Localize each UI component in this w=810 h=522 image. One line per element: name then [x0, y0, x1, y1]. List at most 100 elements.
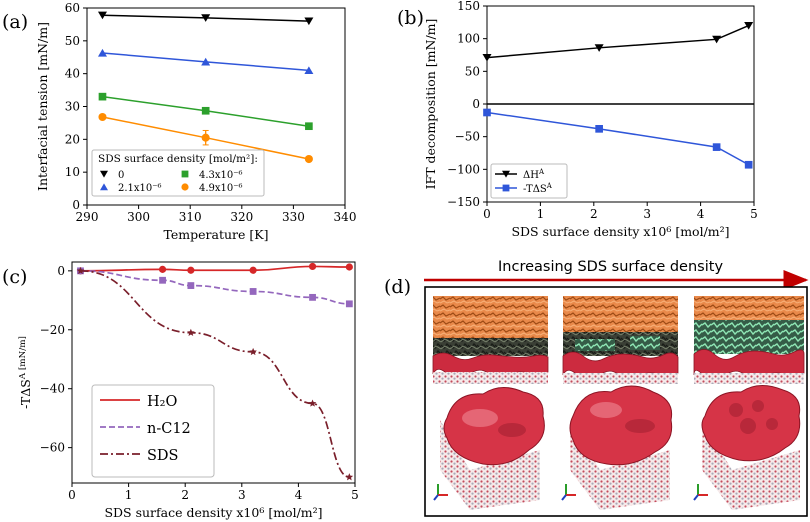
legend-marker-2 — [181, 170, 189, 178]
x-tick-label: 310 — [179, 210, 202, 224]
y-tick-label: 50 — [65, 34, 80, 48]
x-tick-label: 3 — [238, 488, 246, 502]
density-arrow-label: Increasing SDS surface density — [498, 259, 723, 275]
data-point-0 — [712, 35, 722, 44]
legend-label-1: -TΔSA — [523, 182, 553, 195]
legend-label-1: 2.1x10⁻⁶ — [118, 183, 162, 194]
data-point-0 — [304, 17, 314, 26]
y-tick-label: 100 — [457, 32, 480, 46]
data-point-1 — [159, 276, 166, 284]
legend-label-2: 4.3x10⁻⁶ — [199, 170, 243, 181]
data-point-1 — [309, 293, 316, 301]
data-point-2 — [249, 347, 257, 356]
data-point-1 — [744, 160, 753, 169]
data-point-3 — [98, 112, 107, 122]
data-point-1 — [187, 282, 195, 289]
legend-title: SDS surface density [mol/m²]: — [98, 153, 258, 165]
legend-box — [91, 149, 265, 197]
y-tick-label: 40 — [65, 67, 80, 81]
data-point-2 — [76, 266, 85, 275]
legend-marker-0 — [100, 170, 108, 178]
x-tick-label: 290 — [76, 210, 99, 224]
panel-label-d: (d) — [384, 276, 411, 298]
snapshot-top-2 — [562, 296, 679, 384]
x-axis-label: SDS surface density x10⁶ [mol/m²] — [104, 505, 322, 520]
axes-icon — [561, 484, 576, 501]
x-axis-label: SDS surface density x10⁶ [mol/m²] — [511, 224, 729, 239]
data-point-0 — [187, 266, 195, 274]
data-point-1 — [595, 125, 603, 133]
snapshot-bottom-1 — [433, 387, 545, 510]
snapshot-bottom-2 — [561, 385, 673, 510]
x-tick-label: 1 — [537, 207, 545, 221]
data-point-0 — [308, 262, 317, 271]
data-point-1 — [345, 300, 353, 308]
legend-marker-1 — [502, 184, 510, 192]
legend-label-1-sup: A — [546, 182, 553, 190]
x-tick-label: 320 — [230, 210, 253, 224]
legend: ΔHA-TΔSA — [490, 163, 568, 199]
legend-label-3: 4.9x10⁻⁶ — [199, 183, 243, 194]
legend-marker-3 — [181, 183, 189, 191]
y-tick-label: 0 — [72, 198, 80, 212]
y-tick-label: −60 — [40, 441, 65, 455]
x-tick-label: 0 — [68, 488, 76, 502]
data-point-2 — [98, 92, 107, 101]
y-axis-label: Interfacial tension [mN/m] — [35, 22, 50, 191]
legend-label-0: H₂O — [147, 394, 177, 410]
x-tick-label: 5 — [351, 488, 359, 502]
y-tick-label: 0 — [57, 264, 65, 278]
x-axis-label: Temperature [K] — [164, 227, 269, 242]
x-tick-label: 330 — [282, 210, 305, 224]
panel-label-b: (b) — [397, 7, 424, 29]
data-point-1 — [97, 48, 107, 57]
legend-label-0: 0 — [118, 170, 124, 181]
data-point-3 — [304, 154, 313, 164]
y-axis-label-sup: A [mN/m] — [18, 336, 28, 380]
x-tick-label: 4 — [697, 207, 705, 221]
legend-marker-0 — [502, 170, 510, 178]
data-point-0 — [744, 22, 754, 30]
y-tick-label: 30 — [65, 100, 80, 114]
y-tick-label: 60 — [65, 1, 80, 15]
y-tick-label: 10 — [65, 165, 80, 179]
data-point-2 — [201, 106, 210, 115]
series-line-0 — [486, 24, 749, 59]
x-tick-label: 2 — [181, 488, 189, 502]
snapshot-top-3 — [693, 296, 805, 384]
data-point-1 — [201, 57, 211, 66]
chart-b: 0 1 2 3 4 5 −150 −100 −50 0 50 100 150 SDS surface de… — [423, 0, 758, 239]
axes-icon — [433, 484, 448, 501]
data-point-0 — [249, 266, 257, 274]
chart-c: 0 1 2 3 4 5 −60 −40 −20 0 SDS surface density x10⁶… — [18, 261, 359, 520]
data-point-0 — [594, 44, 604, 52]
legend-label-2: SDS — [147, 448, 179, 464]
legend: SDS surface density [mol/m²]: 0 2.1x10⁻⁶ 4.… — [91, 149, 265, 197]
panel-d: Increasing SDS surface density — [424, 259, 809, 517]
series-line-1 — [486, 111, 750, 166]
snapshot-top-1 — [432, 296, 549, 384]
y-tick-label: −40 — [40, 382, 65, 396]
x-tick-label: 4 — [295, 488, 303, 502]
x-tick-label: 340 — [334, 210, 357, 224]
panel-label-a: (a) — [2, 11, 28, 33]
data-point-2 — [308, 399, 317, 407]
legend-box — [490, 163, 568, 199]
data-point-1 — [304, 66, 314, 74]
legend: H₂O n-C12 SDS — [91, 384, 215, 478]
y-axis-label: -TΔSA [mN/m] — [18, 336, 33, 409]
y-tick-label: −100 — [447, 162, 480, 176]
x-tick-label: 1 — [125, 488, 133, 502]
data-point-2 — [345, 473, 354, 481]
y-tick-label: 20 — [65, 132, 80, 146]
legend-label-1: n-C12 — [147, 421, 191, 437]
x-tick-label: 0 — [483, 207, 491, 221]
data-point-2 — [187, 328, 195, 336]
data-point-0 — [482, 54, 492, 62]
y-tick-label: 0 — [472, 97, 480, 111]
data-point-0 — [201, 14, 211, 22]
y-tick-label: 50 — [465, 64, 480, 78]
y-tick-label: −150 — [447, 195, 480, 209]
data-point-1 — [249, 288, 257, 295]
x-tick-label: 2 — [590, 207, 598, 221]
